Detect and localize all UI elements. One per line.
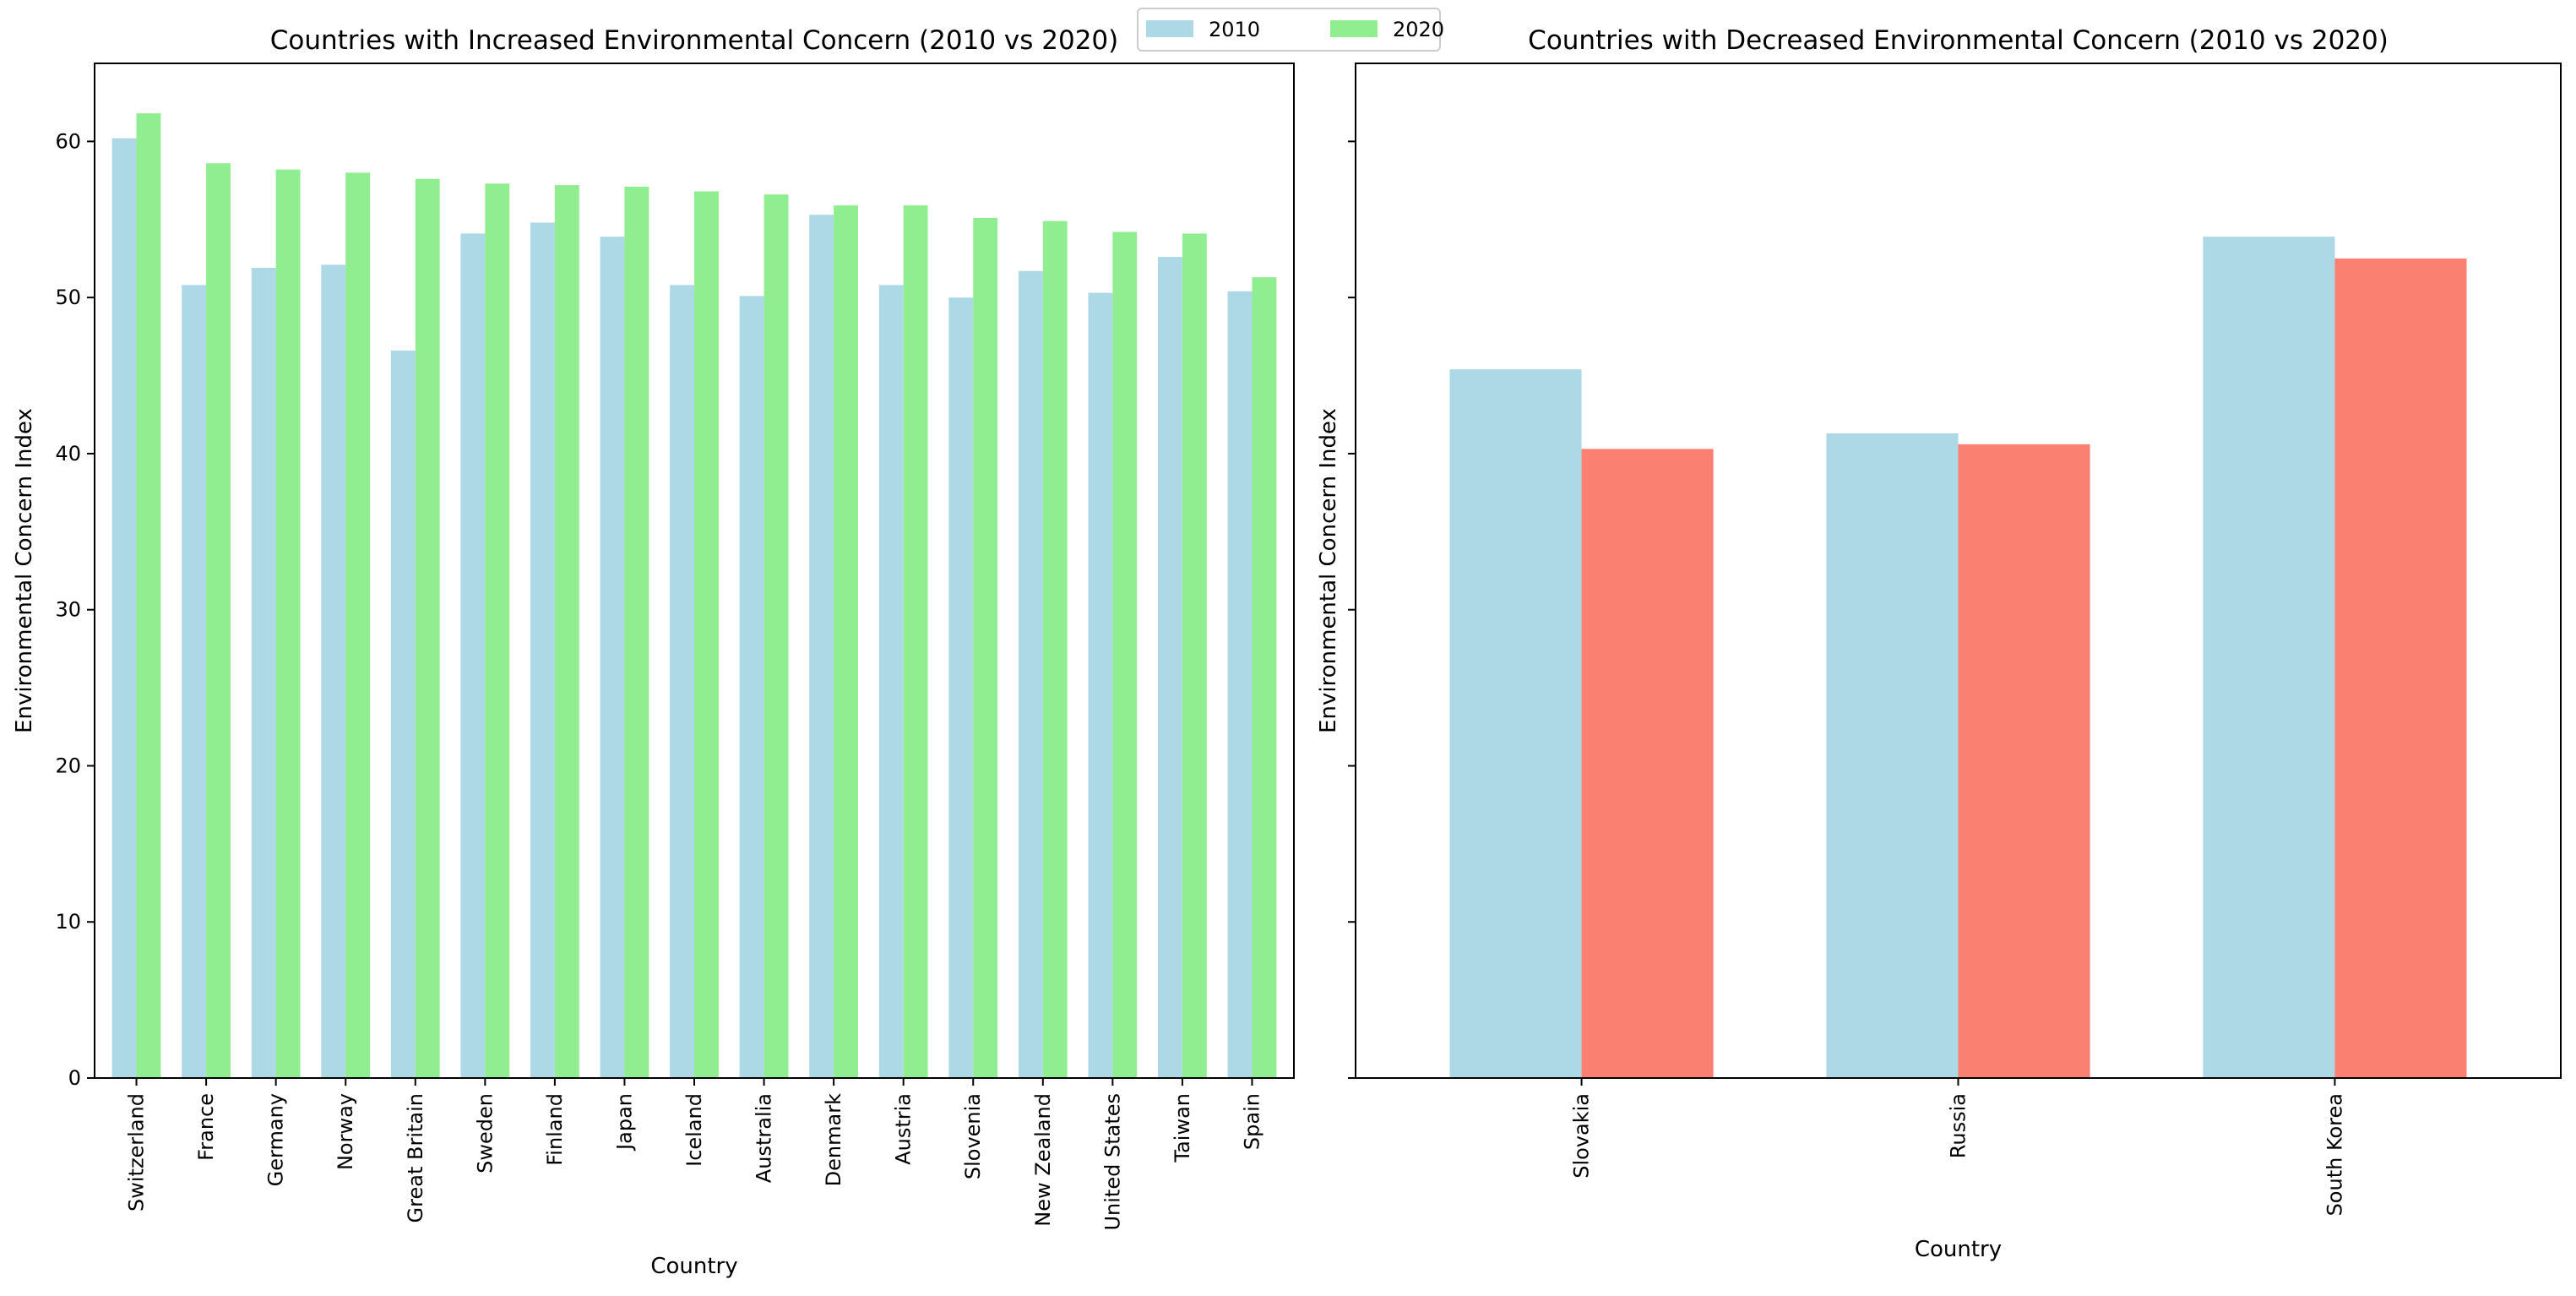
x-tick-label-slovenia: Slovenia bbox=[961, 1093, 985, 1179]
bar-spain-2020 bbox=[1252, 277, 1277, 1078]
legend: 2010 2020 bbox=[1137, 8, 1444, 52]
x-tick-label-south-korea: South Korea bbox=[2323, 1093, 2346, 1216]
x-tick-label-switzerland: Switzerland bbox=[125, 1093, 149, 1212]
bar-switzerland-2010 bbox=[111, 138, 137, 1079]
bar-australia-2020 bbox=[764, 194, 789, 1079]
x-tick-label-germany: Germany bbox=[264, 1093, 288, 1186]
bar-denmark-2010 bbox=[809, 215, 834, 1079]
bar-finland-2020 bbox=[554, 185, 579, 1078]
x-tick-label-austria: Austria bbox=[892, 1093, 916, 1165]
bar-germany-2010 bbox=[251, 268, 276, 1078]
bar-switzerland-2020 bbox=[136, 113, 161, 1078]
y-tick-label: 20 bbox=[55, 754, 81, 777]
bar-sweden-2010 bbox=[460, 233, 486, 1078]
y-tick-label: 40 bbox=[55, 442, 81, 466]
x-tick-label-sweden: Sweden bbox=[473, 1093, 497, 1173]
legend-swatch-2010 bbox=[1146, 20, 1193, 37]
x-tick-label-japan: Japan bbox=[612, 1093, 636, 1152]
bar-japan-2020 bbox=[624, 186, 649, 1079]
x-tick-label-russia: Russia bbox=[1947, 1093, 1970, 1158]
y-axis-label: Environmental Concern Index bbox=[1316, 408, 1341, 733]
bar-spain-2010 bbox=[1227, 291, 1253, 1078]
x-tick-label-france: France bbox=[194, 1093, 218, 1161]
x-tick-label-denmark: Denmark bbox=[822, 1093, 845, 1186]
x-tick-label-slovakia: Slovakia bbox=[1570, 1093, 1594, 1179]
bar-australia-2010 bbox=[739, 296, 764, 1078]
bar-united-states-2010 bbox=[1088, 292, 1113, 1078]
legend-swatch-2020 bbox=[1330, 20, 1378, 37]
bar-russia-2020 bbox=[1958, 444, 2090, 1078]
bar-taiwan-2010 bbox=[1158, 257, 1182, 1078]
bar-slovenia-2010 bbox=[948, 297, 974, 1078]
bar-norway-2020 bbox=[345, 172, 371, 1079]
panel-increased: 0 10 20 30 40 50 60 Switzerland France Germany Nor… bbox=[12, 25, 1295, 1279]
bar-japan-2010 bbox=[600, 237, 625, 1079]
bar-iceland-2020 bbox=[694, 191, 719, 1078]
bar-great-britain-2020 bbox=[415, 178, 440, 1079]
bar-norway-2010 bbox=[321, 264, 346, 1079]
legend-label-2010: 2010 bbox=[1209, 18, 1260, 41]
bar-russia-2010 bbox=[1826, 433, 1959, 1078]
y-tick-label: 60 bbox=[55, 129, 81, 153]
x-axis-label: Country bbox=[1915, 1237, 2002, 1262]
bar-austria-2020 bbox=[903, 205, 928, 1078]
x-tick-label-united-states: United States bbox=[1101, 1093, 1124, 1231]
chart-title: Countries with Increased Environmental C… bbox=[270, 25, 1119, 56]
bar-sweden-2020 bbox=[485, 183, 510, 1078]
x-tick-label-australia: Australia bbox=[753, 1093, 776, 1183]
y-tick-label: 50 bbox=[55, 286, 81, 309]
x-tick-label-great-britain: Great Britain bbox=[404, 1093, 427, 1222]
legend-box bbox=[1137, 8, 1441, 52]
bar-south-korea-2020 bbox=[2334, 258, 2467, 1079]
y-tick-label: 30 bbox=[55, 598, 81, 622]
bar-south-korea-2010 bbox=[2203, 237, 2335, 1079]
x-axis-label: Country bbox=[650, 1254, 737, 1279]
bar-austria-2010 bbox=[878, 285, 904, 1078]
chart-title: Countries with Decreased Environmental C… bbox=[1528, 25, 2389, 56]
x-tick-label-new-zealand: New Zealand bbox=[1031, 1093, 1055, 1227]
bar-united-states-2020 bbox=[1112, 231, 1138, 1078]
bar-iceland-2010 bbox=[670, 285, 694, 1078]
x-tick-label-taiwan: Taiwan bbox=[1171, 1093, 1194, 1163]
x-tick-label-spain: Spain bbox=[1240, 1093, 1264, 1150]
bar-france-2020 bbox=[206, 163, 231, 1078]
bar-slovakia-2010 bbox=[1449, 369, 1582, 1078]
legend-label-2020: 2020 bbox=[1393, 18, 1444, 41]
y-tick-label: 10 bbox=[55, 910, 81, 934]
bar-slovenia-2020 bbox=[973, 217, 998, 1078]
bar-slovakia-2020 bbox=[1581, 449, 1714, 1078]
panel-decreased: Slovakia Russia South Korea Countries with … bbox=[1316, 25, 2562, 1262]
bar-germany-2020 bbox=[275, 169, 301, 1078]
bar-new-zealand-2020 bbox=[1042, 221, 1068, 1078]
bar-great-britain-2010 bbox=[390, 350, 416, 1079]
x-tick-label-norway: Norway bbox=[334, 1093, 357, 1170]
bar-france-2010 bbox=[182, 285, 207, 1078]
y-axis-label: Environmental Concern Index bbox=[12, 408, 37, 733]
bar-new-zealand-2010 bbox=[1018, 270, 1043, 1078]
bar-denmark-2020 bbox=[834, 205, 859, 1078]
bar-finland-2010 bbox=[530, 222, 555, 1079]
y-tick-label: 0 bbox=[68, 1066, 81, 1090]
x-tick-label-iceland: Iceland bbox=[682, 1093, 706, 1167]
x-tick-label-finland: Finland bbox=[543, 1093, 567, 1166]
bar-taiwan-2020 bbox=[1182, 233, 1207, 1078]
